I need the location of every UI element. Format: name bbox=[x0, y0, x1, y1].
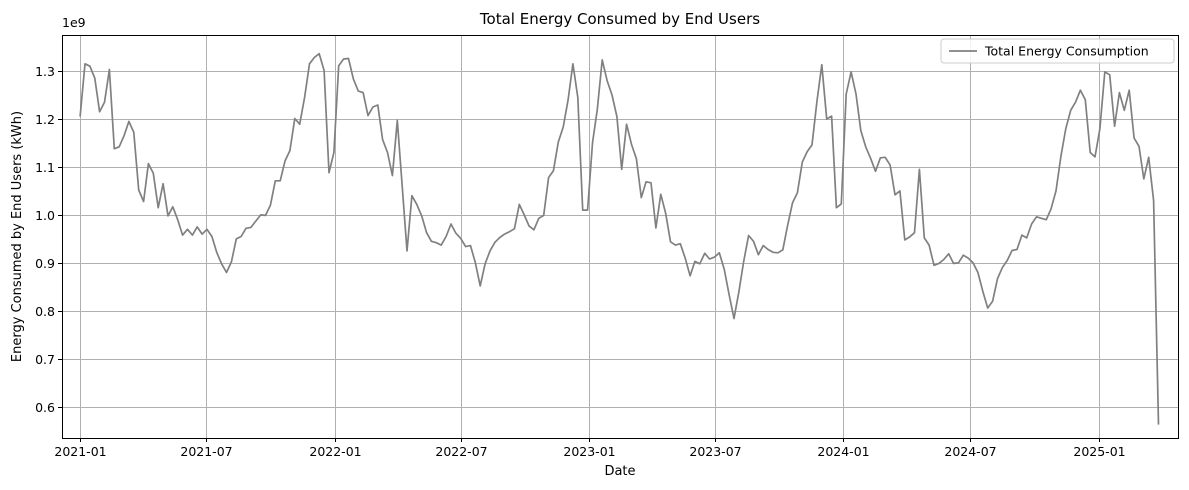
x-tick-label: 2025-01 bbox=[1073, 444, 1125, 459]
chart-title: Total Energy Consumed by End Users bbox=[479, 10, 760, 28]
axis-ticks: 2021-01 2021-07 2022-01 2022-07 2023-01 2023-… bbox=[35, 64, 1126, 459]
y-tick-label: 0.9 bbox=[35, 256, 55, 271]
legend-box bbox=[940, 38, 1175, 64]
x-axis-label: Date bbox=[604, 464, 635, 479]
x-tick-label: 2021-01 bbox=[54, 444, 106, 459]
y-tick-label: 0.8 bbox=[35, 304, 55, 319]
series-line-total-energy-consumption bbox=[79, 52, 1160, 425]
x-tick-label: 2024-01 bbox=[817, 444, 869, 459]
x-tick-label: 2021-07 bbox=[180, 444, 232, 459]
x-tick-label: 2023-01 bbox=[563, 444, 615, 459]
x-tick-label: 2023-07 bbox=[689, 444, 741, 459]
x-tick-label: 2022-07 bbox=[435, 444, 487, 459]
plot-area bbox=[62, 35, 1178, 438]
y-tick-label: 1.0 bbox=[35, 208, 55, 223]
plot-frame bbox=[62, 35, 1179, 439]
x-tick-label: 2024-07 bbox=[944, 444, 996, 459]
x-tick-label: 2022-01 bbox=[309, 444, 361, 459]
y-axis-label: Energy Consumed by End Users (kWh) bbox=[10, 111, 25, 362]
y-multiplier-label: 1e9 bbox=[62, 15, 86, 30]
grid-lines bbox=[62, 35, 1178, 438]
y-tick-label: 1.3 bbox=[35, 64, 55, 79]
y-tick-label: 0.6 bbox=[35, 400, 55, 415]
legend: Total Energy Consumption bbox=[940, 38, 1175, 64]
y-tick-label: 1.1 bbox=[35, 160, 55, 175]
legend-label: Total Energy Consumption bbox=[984, 44, 1149, 59]
y-tick-label: 1.2 bbox=[35, 112, 55, 127]
y-tick-label: 0.7 bbox=[35, 352, 55, 367]
